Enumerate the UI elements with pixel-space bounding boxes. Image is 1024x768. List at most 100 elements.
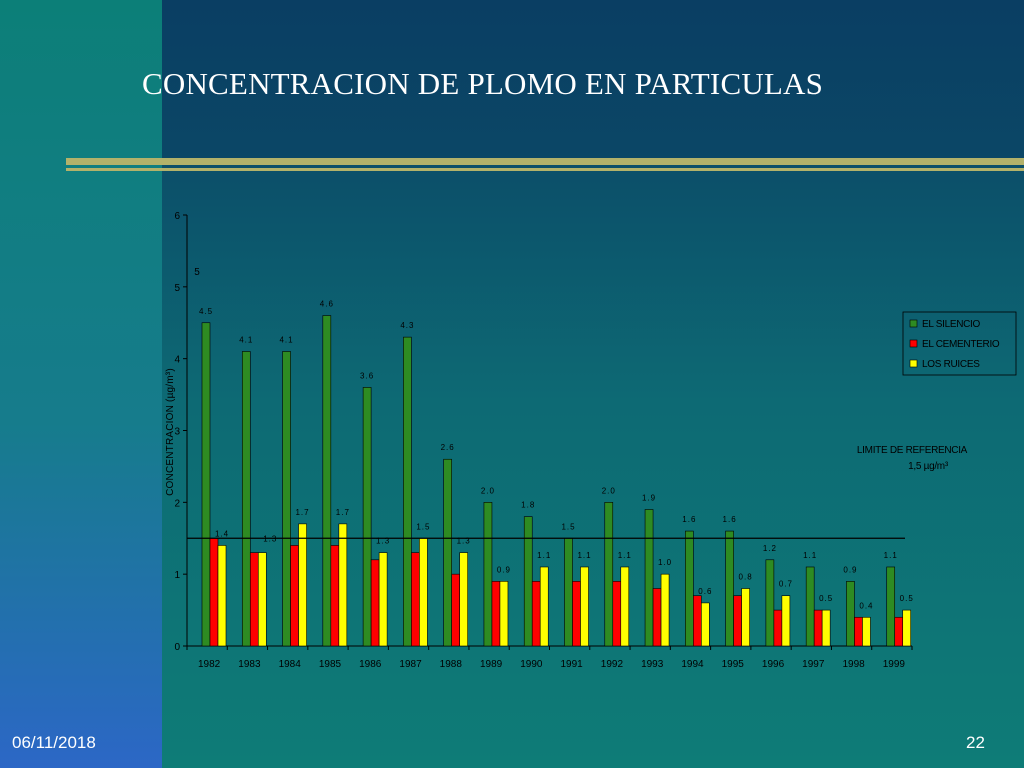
bar-los-ruices	[459, 552, 468, 647]
legend-box	[902, 311, 1017, 376]
x-tick-label: 1995	[722, 659, 745, 670]
legend-label: LOS RUICES	[922, 359, 980, 370]
x-tick-label: 1997	[802, 659, 825, 670]
y-tick-label: 6	[174, 211, 180, 222]
x-tick-label: 1990	[520, 659, 543, 670]
legend-swatch	[909, 359, 918, 368]
y-tick-label: 5	[174, 283, 180, 294]
bar-el-cementerio	[612, 581, 622, 647]
data-label-el-silencio: 1.5	[561, 522, 575, 531]
bar-los-ruices	[580, 566, 589, 647]
bar-el-cementerio	[531, 581, 541, 647]
bar-el-silencio	[685, 530, 694, 647]
data-label-los-ruices: 1.1	[537, 551, 551, 560]
bar-el-cementerio	[209, 537, 219, 647]
x-tick-label: 1985	[319, 659, 342, 670]
x-tick-label: 1988	[440, 659, 463, 670]
bar-los-ruices	[298, 523, 307, 647]
bar-los-ruices	[338, 523, 348, 647]
x-tick-label: 1992	[601, 659, 624, 670]
x-tick-label: 1984	[279, 659, 302, 670]
y-tick-label: 1	[174, 570, 180, 581]
title-rule-thin	[66, 168, 1024, 171]
y-tick-label: 0	[174, 642, 180, 653]
bar-los-ruices	[217, 545, 227, 647]
data-label-los-ruices: 0.5	[819, 594, 833, 603]
bar-el-cementerio	[330, 545, 340, 647]
bar-los-ruices	[781, 595, 791, 647]
data-label-los-ruices: 1.5	[416, 522, 430, 531]
slide-page-number: 22	[966, 733, 985, 752]
bar-los-ruices	[660, 573, 670, 647]
bar-el-silencio	[765, 559, 775, 647]
bar-el-silencio	[604, 502, 614, 647]
x-tick-label: 1993	[641, 659, 664, 670]
data-label-los-ruices: 0.8	[739, 573, 753, 582]
x-tick-label: 1996	[762, 659, 785, 670]
y-axis-label: CONCENTRACION (µg/m³)	[165, 368, 176, 496]
bar-el-cementerio	[491, 581, 501, 647]
data-label-el-silencio: 1.1	[884, 551, 898, 560]
bar-el-silencio	[403, 336, 412, 647]
bar-el-cementerio	[773, 609, 783, 647]
data-label-el-silencio: 1.8	[521, 501, 535, 510]
bar-el-silencio	[523, 516, 533, 647]
data-label-los-ruices: 0.4	[859, 601, 873, 610]
bar-los-ruices	[378, 552, 388, 647]
bar-los-ruices	[257, 552, 267, 647]
bar-los-ruices	[701, 602, 710, 647]
content-panel	[162, 160, 1024, 768]
data-label-los-ruices: 1.0	[658, 558, 672, 567]
data-label-el-silencio: 2.6	[441, 443, 455, 452]
data-label-el-silencio: 2.0	[602, 486, 616, 495]
x-tick-label: 1999	[883, 659, 906, 670]
bar-el-cementerio	[451, 573, 460, 647]
bar-el-cementerio	[733, 595, 742, 647]
x-tick-label: 1989	[480, 659, 503, 670]
bar-el-cementerio	[249, 552, 259, 647]
bar-el-cementerio	[693, 595, 702, 647]
bar-el-cementerio	[411, 552, 420, 647]
legend-label: EL SILENCIO	[922, 319, 981, 330]
data-label-el-silencio: 3.6	[360, 371, 374, 380]
bar-el-cementerio	[652, 588, 662, 647]
legend-swatch	[909, 339, 918, 348]
bar-el-silencio	[362, 387, 372, 647]
bar-el-silencio	[886, 566, 896, 647]
data-label-los-ruices: 1.3	[376, 537, 390, 546]
bar-el-silencio	[564, 537, 573, 647]
data-label-los-ruices: 1.1	[618, 551, 632, 560]
header-panel	[162, 0, 1024, 160]
bar-el-silencio	[846, 581, 855, 647]
data-label-el-silencio: 0.9	[843, 565, 857, 574]
data-label-el-silencio: 2.0	[481, 486, 495, 495]
slide-title: CONCENTRACION DE PLOMO EN PARTICULAS	[142, 66, 824, 101]
data-label-el-silencio: 1.9	[642, 494, 656, 503]
bar-los-ruices	[902, 609, 912, 647]
data-label-el-silencio: 1.6	[682, 515, 696, 524]
data-label-el-silencio: 4.1	[239, 335, 253, 344]
chart-annotation: 5	[194, 267, 200, 278]
bar-el-silencio	[282, 351, 291, 647]
y-tick-label: 2	[174, 498, 180, 509]
bar-el-silencio	[322, 315, 332, 647]
bar-los-ruices	[539, 566, 549, 647]
data-label-el-silencio: 4.1	[279, 335, 293, 344]
data-label-el-silencio: 4.6	[320, 300, 334, 309]
bar-el-silencio	[241, 351, 251, 647]
y-tick-label: 3	[174, 427, 180, 438]
data-label-el-silencio: 4.5	[199, 307, 213, 316]
reference-line-value: 1,5 µg/m³	[908, 461, 949, 472]
bar-los-ruices	[741, 588, 750, 647]
bar-el-silencio	[805, 566, 815, 647]
data-label-los-ruices: 1.3	[263, 535, 277, 544]
bar-el-silencio	[644, 509, 654, 647]
left-band	[0, 0, 162, 768]
data-label-los-ruices: 1.1	[577, 551, 591, 560]
legend-label: EL CEMENTERIO	[922, 339, 1000, 350]
bar-el-cementerio	[370, 559, 380, 647]
data-label-los-ruices: 1.7	[336, 508, 350, 517]
data-label-el-silencio: 1.6	[723, 515, 737, 524]
data-label-el-silencio: 1.1	[803, 551, 817, 560]
